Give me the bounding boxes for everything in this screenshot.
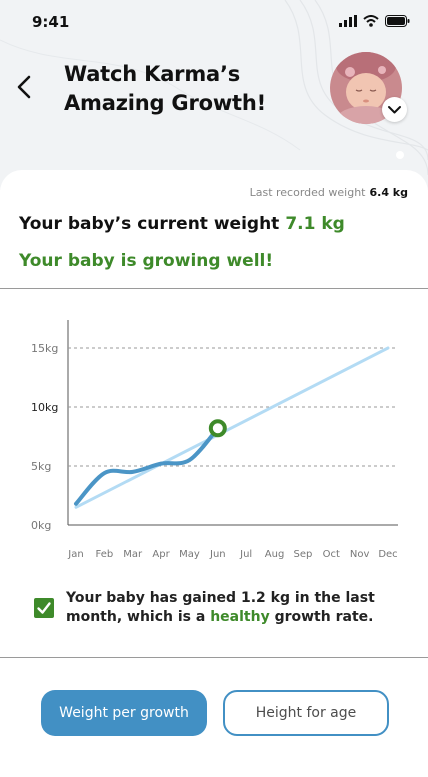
x-tick-label: Nov [350,549,370,560]
page-title: Watch Karma’s Amazing Growth! [64,60,266,118]
x-tick-label: Jan [67,549,83,560]
y-tick-label: 5kg [31,460,51,473]
status-icons [339,15,410,27]
x-tick-label: Aug [265,549,285,560]
x-tick-label: Sep [293,549,312,560]
y-tick-label: 0kg [31,519,51,532]
x-tick-label: Feb [96,549,114,560]
content-card [0,170,428,777]
growth-chart: 0kg 5kg 10kg 15kg Jan Feb Mar Apr May Jun Jul Aug Se… [31,320,398,560]
status-time: 9:41 [32,13,70,31]
y-tick-label: 10kg [31,401,58,414]
x-tick-label: Jun [209,549,226,560]
x-tick-label: Oct [323,549,340,560]
current-weight: Your baby’s current weight 7.1 kg [19,214,345,234]
baby-series-line [74,426,220,506]
current-point-marker [208,419,227,438]
battery-icon [385,15,410,27]
growth-insight: Your baby has gained 1.2 kg in the last … [66,589,406,627]
insight-highlight: healthy [210,609,270,625]
divider-bottom [0,657,428,658]
weight-per-growth-button[interactable]: Weight per growth [41,690,207,736]
chevron-down-icon [388,106,401,114]
growth-status: Your baby is growing well! [19,251,274,271]
divider-top [0,288,428,289]
x-tick-label: Dec [378,549,397,560]
current-weight-label: Your baby’s current weight [19,214,280,234]
y-tick-label: 15kg [31,342,58,355]
avatar-dropdown-button[interactable] [382,97,407,122]
last-recorded-value: 6.4 kg [369,186,408,199]
reference-series-line [74,346,390,509]
last-recorded-weight: Last recorded weight 6.4 kg [250,186,408,199]
x-tick-label: Mar [123,549,143,560]
page-title-line1: Watch Karma’s [64,62,241,86]
x-tick-label: Jul [239,549,252,560]
x-tick-label: Apr [152,549,170,560]
checkbox-checked-icon [34,598,54,618]
height-for-age-button[interactable]: Height for age [223,690,389,736]
insight-text-after: growth rate. [269,609,374,625]
signal-icon [339,15,357,27]
wifi-icon [363,15,379,27]
insight-text-before: Your baby has gained 1.2 kg in the last … [66,590,375,625]
current-weight-value: 7.1 kg [285,214,345,234]
page-title-line2: Amazing Growth! [64,91,267,115]
chevron-left-icon[interactable] [14,72,36,102]
x-tick-label: May [179,549,200,560]
last-recorded-label: Last recorded weight [249,186,366,199]
status-bar: 9:41 [0,0,428,44]
